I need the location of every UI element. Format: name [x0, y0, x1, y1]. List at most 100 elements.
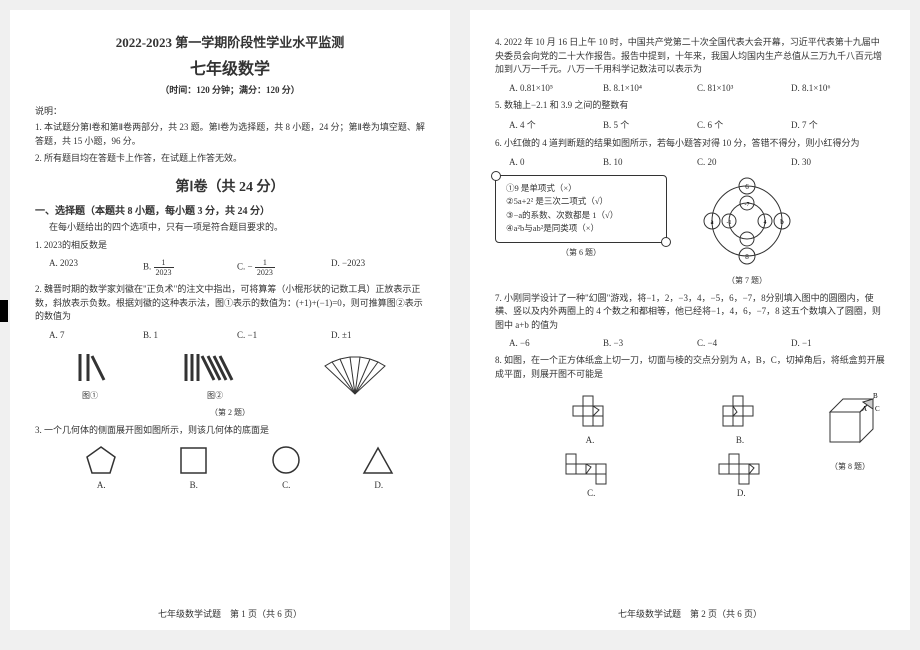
q2-fig1: 图①: [70, 346, 110, 401]
q7-opt-a: A. −6: [509, 338, 603, 348]
q5-options: A. 4 个 B. 5 个 C. 6 个 D. 7 个: [509, 118, 885, 131]
q6-options: A. 0 B. 10 C. 20 D. 30: [509, 157, 885, 167]
sticks-icon: [70, 346, 110, 386]
part1-subtext: 在每小题给出的四个选项中，只有一项是符合题目要求的。: [49, 220, 425, 233]
q2-opt-b: B. 1: [143, 330, 237, 340]
q5-text: 5. 数轴上−2.1 和 3.9 之间的整数有: [495, 99, 885, 113]
part1-heading: 一、选择题（本题共 8 小题，每小题 3 分，共 24 分）: [35, 202, 425, 217]
q3-shape-b: B.: [176, 443, 211, 490]
q3-shape-d: D.: [361, 443, 396, 490]
q1-opt-d: D. −2023: [331, 258, 425, 277]
part1-title: 第Ⅰ卷（共 24 分）: [35, 176, 425, 196]
q2-text: 2. 魏晋时期的数学家刘徽在"正负术"的注文中指出，可将算筹（小棍形状的记数工具…: [35, 283, 425, 324]
q7-text: 7. 小刚同学设计了一种"幻圆"游戏，将−1，2，−3，4，−5，6，−7，8分…: [495, 292, 885, 333]
title-sub: 七年级数学: [35, 55, 425, 79]
q1-opt-b: B. 12023: [143, 258, 237, 277]
square-icon: [176, 443, 211, 478]
q7-opt-d: D. −1: [791, 338, 885, 348]
q6-text: 6. 小红做的 4 道判断题的结果如图所示，若每小题答对得 10 分，答错不得分…: [495, 137, 885, 151]
fan-icon: [320, 354, 390, 399]
q4-opt-c: C. 81×10³: [697, 83, 791, 93]
title-main: 2022-2023 第一学期阶段性学业水平监测: [35, 32, 425, 51]
circles-icon: 6 b 8 a -7 4 -1: [697, 171, 797, 271]
scroll-line-2: ②5a+2² 是三次二项式（√）: [506, 195, 656, 209]
q8-shapes-bot: C. D.: [515, 451, 815, 498]
instructions-label: 说明：: [35, 104, 425, 117]
q1-opt-c: C. − 12023: [237, 258, 331, 277]
q8-cube: A B C （第 8 题）: [815, 387, 885, 472]
net-icon: [565, 393, 615, 433]
q7-options: A. −6 B. −3 C. −4 D. −1: [509, 338, 885, 348]
net-icon: [561, 451, 621, 486]
q6-caption: （第 6 题）: [495, 247, 667, 258]
q3-text: 3. 一个几何体的侧面展开图如图所示，则该几何体的底面是: [35, 424, 425, 438]
q7-figure: 6 b 8 a -7 4 -1 （第 7 题）: [697, 171, 797, 286]
title-info: （时间：120 分钟；满分：120 分）: [35, 83, 425, 96]
q2-opt-d: D. ±1: [331, 330, 425, 340]
svg-text:-7: -7: [745, 202, 750, 208]
footer-p2: 七年级数学试题 第 2 页（共 6 页）: [470, 607, 910, 620]
q6-figures: ①9 是单项式（×） ②5a+2² 是三次二项式（√） ③−a的系数、次数都是 …: [495, 171, 885, 286]
edge-marker: [0, 300, 8, 322]
svg-text:8: 8: [745, 253, 749, 261]
q2-figures: 图① 图②: [35, 346, 425, 401]
net-icon: [715, 393, 765, 433]
svg-text:6: 6: [745, 183, 749, 191]
q6-opt-b: B. 10: [603, 157, 697, 167]
pentagon-icon: [84, 443, 119, 478]
q1-text: 1. 2023的相反数是: [35, 239, 425, 253]
q2-options: A. 7 B. 1 C. −1 D. ±1: [49, 330, 425, 340]
svg-text:b: b: [780, 218, 784, 226]
cube-icon: A B C: [815, 387, 885, 457]
triangle-icon: [361, 443, 396, 478]
svg-text:-1: -1: [727, 220, 732, 226]
q5-opt-a: A. 4 个: [509, 118, 603, 131]
net-icon: [714, 451, 769, 486]
svg-text:C: C: [875, 405, 880, 413]
page-right: 4. 2022 年 10 月 16 日上午 10 时，中国共产党第二十次全国代表…: [470, 10, 910, 630]
q6-opt-a: A. 0: [509, 157, 603, 167]
q5-opt-b: B. 5 个: [603, 118, 697, 131]
q8-net-a: A.: [565, 393, 615, 445]
q8-shapes-top: A. B.: [515, 393, 815, 445]
q8-net-b: B.: [715, 393, 765, 445]
q2-fig2: 图②: [180, 346, 250, 401]
q3-shapes: A. B. C. D.: [55, 443, 425, 490]
q4-opt-b: B. 8.1×10⁴: [603, 83, 697, 93]
q3-shape-c: C.: [269, 443, 304, 490]
q1-options: A. 2023 B. 12023 C. − 12023 D. −2023: [49, 258, 425, 277]
q1-opt-a: A. 2023: [49, 258, 143, 277]
q8-text: 8. 如图，在一个正方体纸盒上切一刀，切面与棱的交点分别为 A，B，C，切掉角后…: [495, 354, 885, 381]
page-left: 2022-2023 第一学期阶段性学业水平监测 七年级数学 （时间：120 分钟…: [10, 10, 450, 630]
q8-net-c: C.: [561, 451, 621, 498]
svg-text:A: A: [862, 405, 867, 413]
q6-opt-c: C. 20: [697, 157, 791, 167]
footer-p1: 七年级数学试题 第 1 页（共 6 页）: [10, 607, 450, 620]
q5-opt-d: D. 7 个: [791, 118, 885, 131]
q7-opt-c: C. −4: [697, 338, 791, 348]
q7-caption: （第 7 题）: [697, 275, 797, 286]
q4-text: 4. 2022 年 10 月 16 日上午 10 时，中国共产党第二十次全国代表…: [495, 36, 885, 77]
q4-opt-d: D. 8.1×10⁶: [791, 83, 885, 93]
svg-text:B: B: [873, 392, 878, 400]
q8-row: A. B.: [495, 387, 885, 502]
q2-fan: [320, 354, 390, 401]
scroll-line-3: ③−a的系数、次数都是 1（√）: [506, 209, 656, 223]
q4-opt-a: A. 0.81×10⁵: [509, 83, 603, 93]
circle-icon: [269, 443, 304, 478]
q3-shape-a: A.: [84, 443, 119, 490]
svg-text:a: a: [710, 218, 714, 226]
q4-options: A. 0.81×10⁵ B. 8.1×10⁴ C. 81×10³ D. 8.1×…: [509, 83, 885, 93]
q7-opt-b: B. −3: [603, 338, 697, 348]
q5-opt-c: C. 6 个: [697, 118, 791, 131]
instruction-2: 2. 所有题目均在答题卡上作答，在试题上作答无效。: [35, 152, 425, 166]
q8-net-d: D.: [714, 451, 769, 498]
q6-scroll-box: ①9 是单项式（×） ②5a+2² 是三次二项式（√） ③−a的系数、次数都是 …: [495, 171, 667, 258]
scroll-line-4: ④a²b与ab²是同类项（×）: [506, 222, 656, 236]
q8-caption: （第 8 题）: [815, 461, 885, 472]
sticks-icon: [180, 346, 250, 386]
instruction-1: 1. 本试题分第Ⅰ卷和第Ⅱ卷两部分，共 23 题。第Ⅰ卷为选择题，共 8 小题，…: [35, 121, 425, 148]
svg-text:4: 4: [764, 220, 767, 226]
q2-caption: （第 2 题）: [35, 407, 425, 418]
q6-opt-d: D. 30: [791, 157, 885, 167]
